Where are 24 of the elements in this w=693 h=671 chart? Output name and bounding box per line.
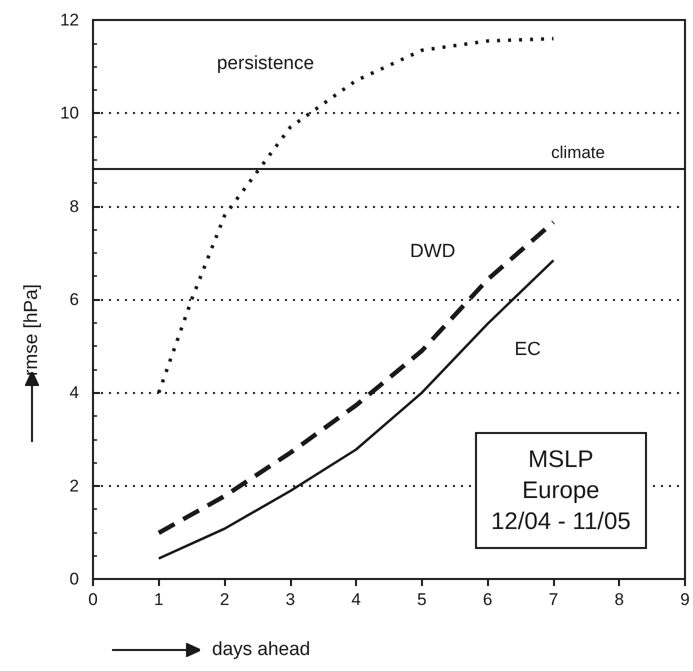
series-label: persistence — [216, 52, 314, 74]
y-tick-label: 10 — [60, 104, 79, 123]
y-tick-label: 4 — [70, 383, 79, 402]
y-tick-label: 12 — [60, 10, 79, 30]
x-tick-label: 2 — [220, 590, 230, 609]
ref-line-label: climate — [551, 143, 605, 162]
x-tick-label: 7 — [548, 590, 558, 609]
y-axis-title: rmse [hPa] — [20, 284, 43, 376]
y-tick-label: 2 — [70, 476, 79, 496]
x-tick-label: 1 — [154, 590, 164, 609]
y-tick-label: 0 — [70, 570, 79, 588]
x-tick-label: 3 — [286, 590, 296, 609]
series-label: EC — [514, 339, 541, 360]
y-tick-label: 6 — [70, 290, 79, 309]
annotation: MSLP Europe 12/04 - 11/05 — [475, 432, 647, 549]
x-axis-title: days ahead — [212, 639, 310, 661]
y-tick-label: 8 — [70, 196, 79, 216]
x-tick-label: 5 — [417, 590, 427, 609]
x-tick-label: 4 — [351, 590, 361, 609]
x-tick-label: 6 — [482, 590, 492, 609]
x-tick-label: 9 — [680, 590, 690, 609]
x-tick-label: 0 — [88, 590, 98, 609]
series-label: DWD — [410, 240, 456, 262]
x-tick-label: 8 — [614, 590, 624, 609]
